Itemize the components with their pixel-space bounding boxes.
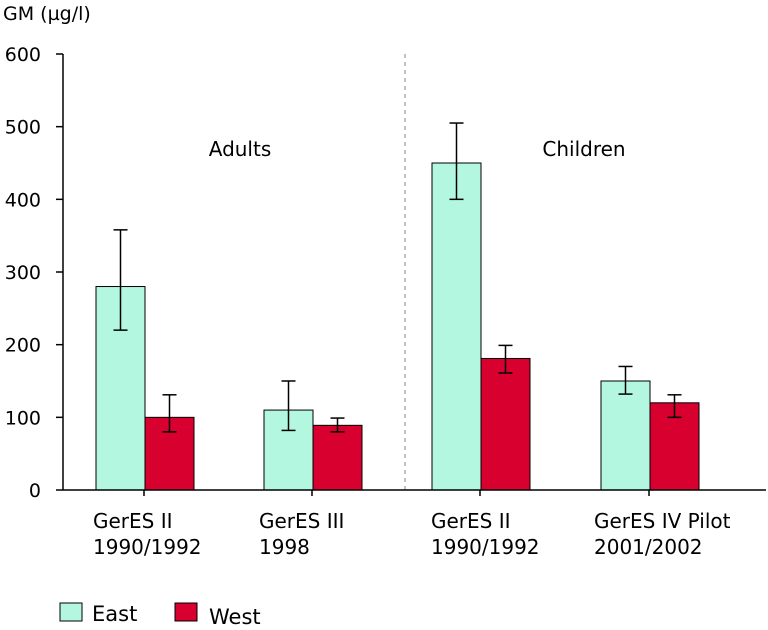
x-ticks [143, 490, 650, 496]
category-label-1-line2: 1998 [259, 535, 310, 559]
category-label-2-line1: GerES II [431, 509, 511, 533]
group-labels: Adults Children [209, 137, 626, 161]
category-label-0-line2: 1990/1992 [93, 535, 202, 559]
error-bar-west-3 [667, 394, 682, 419]
error-bars [113, 122, 682, 433]
bar-east-3 [600, 380, 651, 491]
y-tick-label-400: 400 [5, 189, 41, 211]
error-bar-west-2 [498, 344, 513, 374]
y-ticks: 0 100 200 300 400 500 600 [5, 44, 63, 502]
y-tick-label-0: 0 [29, 480, 41, 502]
bar-west-2 [480, 357, 531, 491]
error-bar-west-1 [330, 417, 345, 433]
category-label-3-line1: GerES IV Pilot [594, 509, 731, 533]
error-bar-west-0 [162, 394, 177, 433]
bar-west-1 [312, 424, 363, 491]
legend-label-east: East [92, 602, 137, 626]
y-tick-label-600: 600 [5, 44, 41, 66]
category-label-1-line1: GerES III [259, 509, 344, 533]
y-axis-label: GM (µg/l) [3, 3, 91, 25]
error-bar-east-1 [281, 380, 296, 432]
legend-swatch-east [59, 602, 83, 622]
y-tick-label-200: 200 [5, 335, 41, 357]
group-label-adults: Adults [209, 137, 272, 161]
error-bar-east-3 [618, 365, 633, 395]
legend-swatch-west [174, 602, 198, 622]
legend: East West [59, 602, 261, 629]
bar-east-2 [431, 162, 482, 491]
group-label-children: Children [542, 137, 625, 161]
category-label-3-line2: 2001/2002 [594, 535, 703, 559]
category-label-0-line1: GerES II [93, 509, 173, 533]
error-bar-east-2 [449, 122, 464, 201]
y-tick-label-300: 300 [5, 262, 41, 284]
y-tick-label-500: 500 [5, 117, 41, 139]
bars [95, 162, 700, 491]
category-label-2-line2: 1990/1992 [431, 535, 540, 559]
y-tick-label-100: 100 [5, 407, 41, 429]
legend-label-west: West [209, 605, 261, 629]
error-bar-east-0 [113, 229, 128, 331]
